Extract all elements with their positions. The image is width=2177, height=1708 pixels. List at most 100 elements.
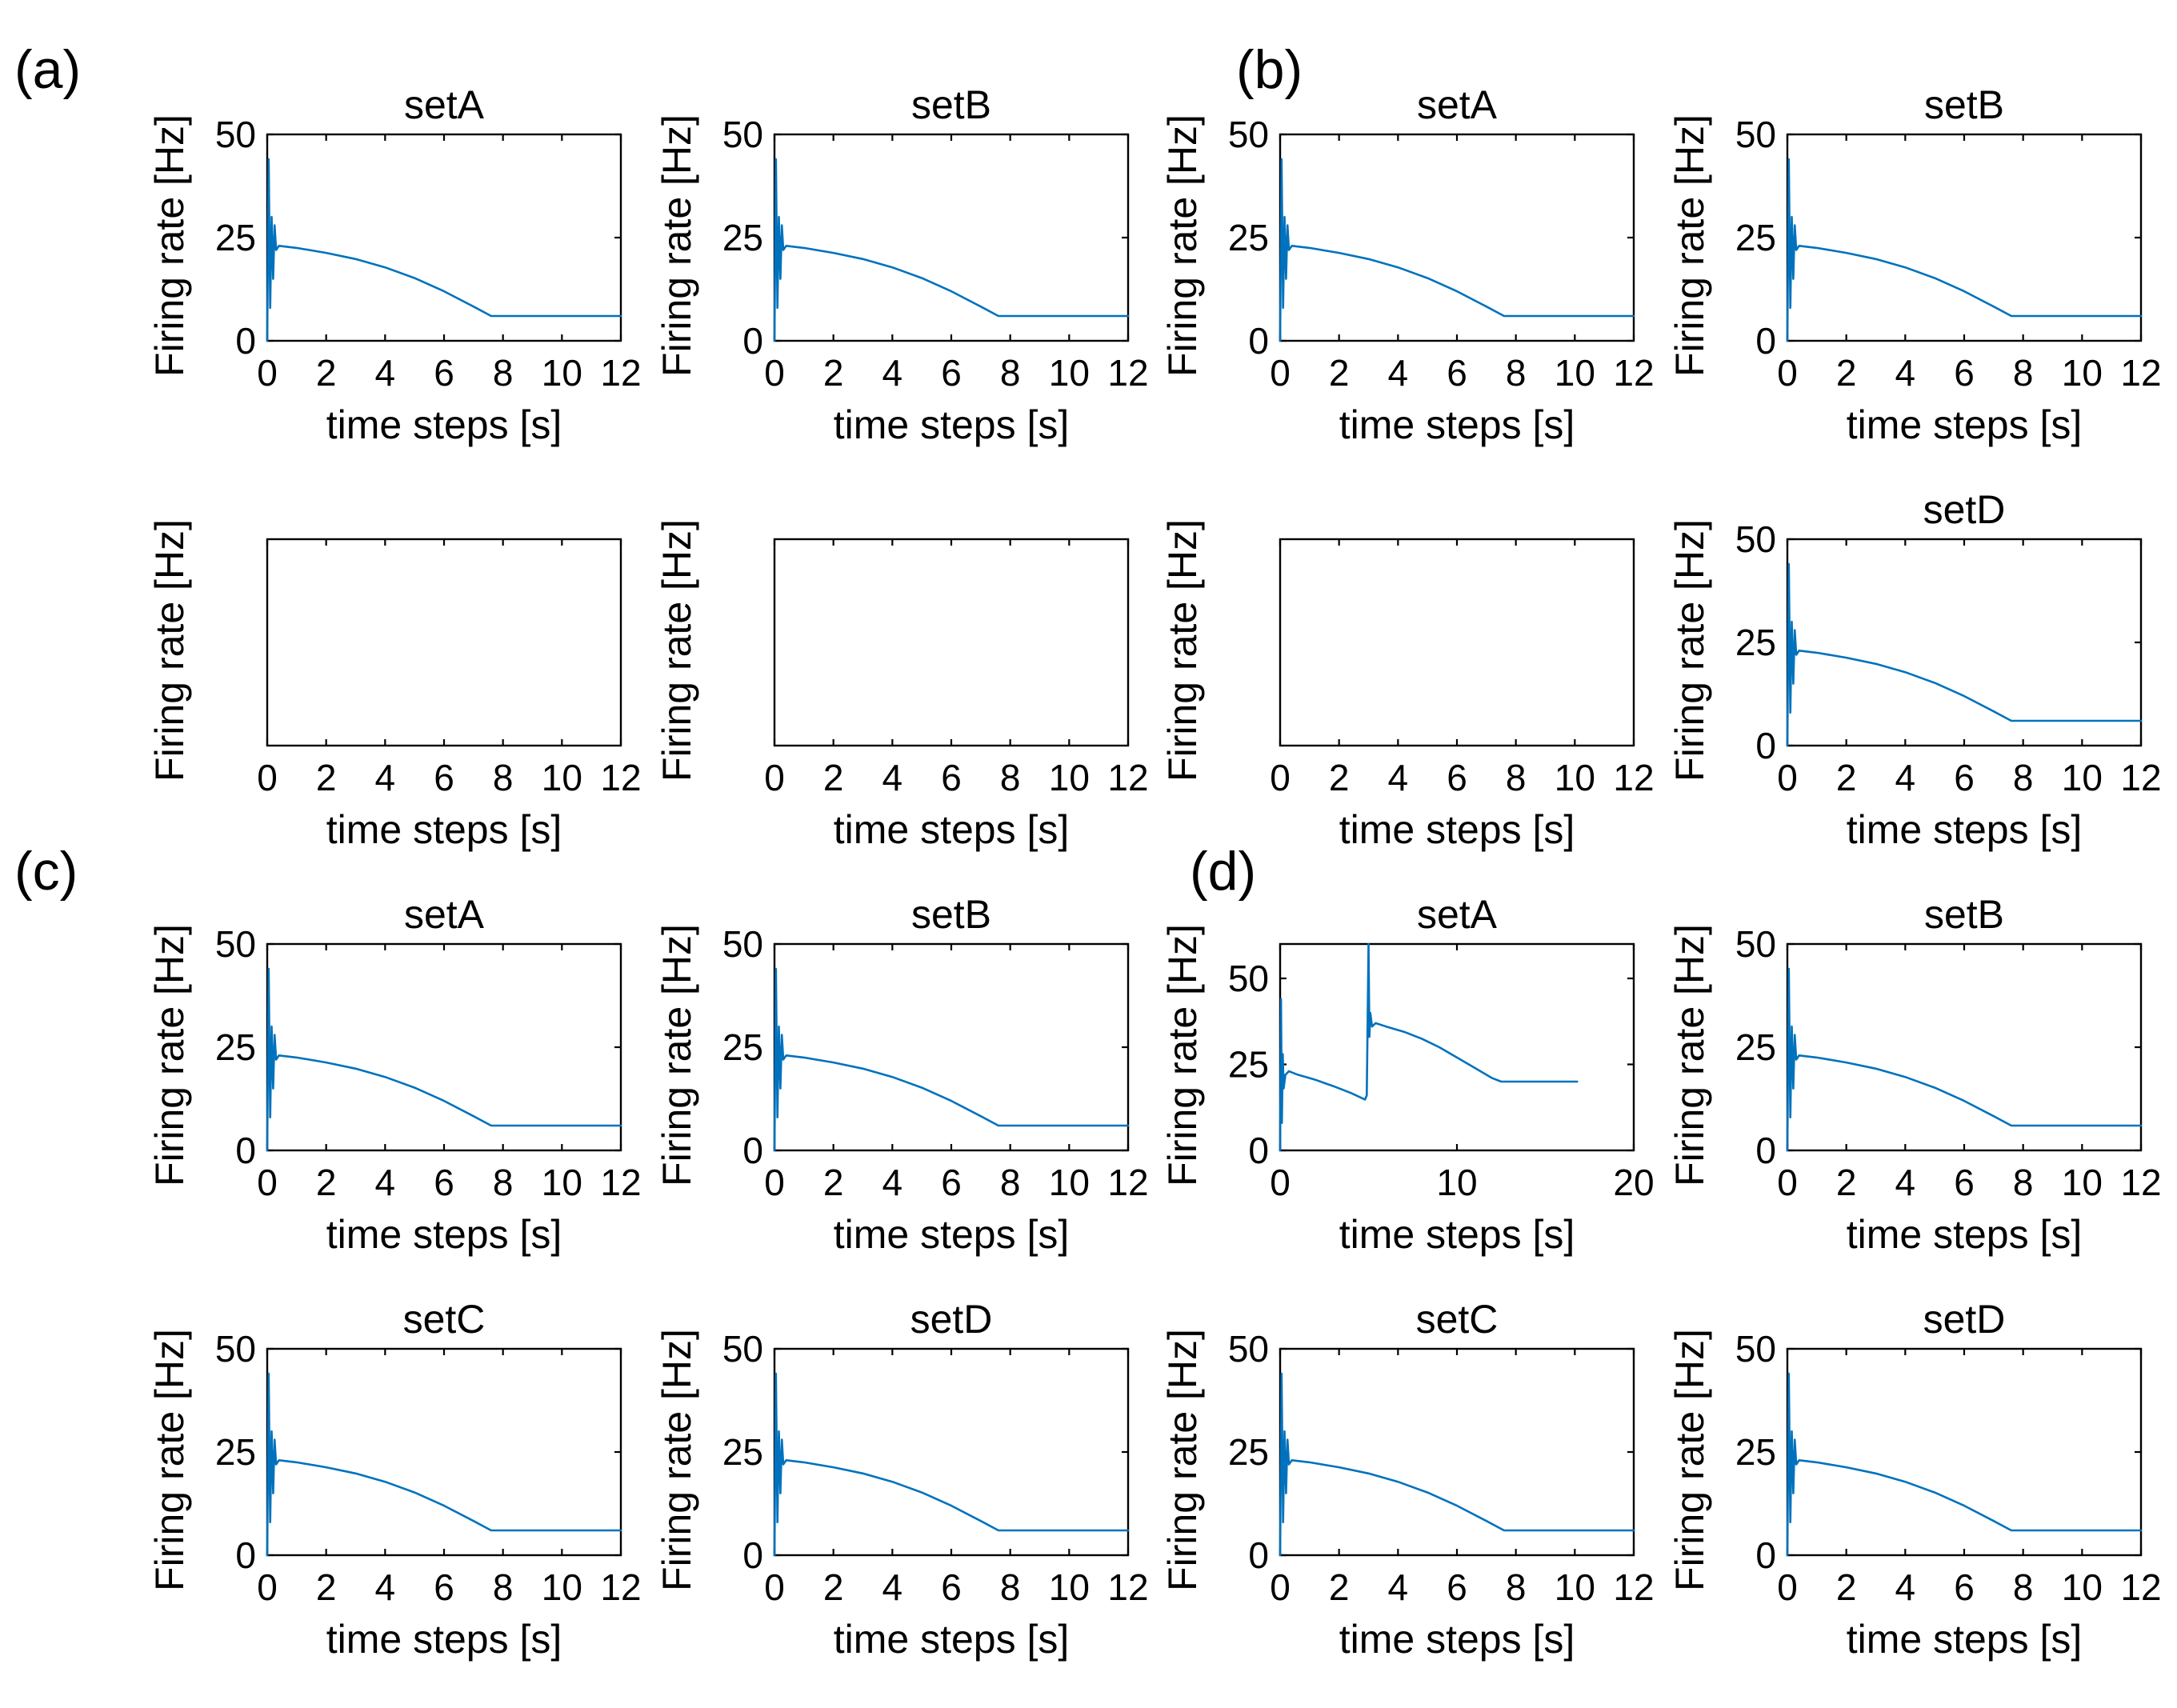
axes-frame	[1786, 538, 2143, 747]
x-tick-label: 10	[1049, 1566, 1090, 1608]
x-tick-label: 8	[2013, 1566, 2034, 1608]
y-tick-label: 0	[1248, 1130, 1269, 1171]
x-tick-label: 2	[1836, 757, 1857, 798]
x-tick-label: 8	[1000, 1566, 1021, 1608]
series-line	[1786, 967, 2143, 1152]
x-tick-label: 4	[375, 757, 396, 798]
x-tick-label: 8	[1506, 1566, 1527, 1608]
y-tick-label: 0	[1755, 1534, 1776, 1576]
subplot-title: setA	[1417, 82, 1498, 127]
x-tick-label: 8	[493, 1566, 514, 1608]
axes-frame	[773, 1347, 1130, 1557]
x-tick-label: 8	[1506, 352, 1527, 394]
y-axis-label: Firing rate [Hz]	[1667, 519, 1712, 782]
x-axis-label: time steps [s]	[326, 1212, 562, 1257]
x-tick-label: 0	[257, 352, 278, 394]
x-tick-label: 10	[1555, 757, 1595, 798]
x-tick-label: 10	[2062, 352, 2103, 394]
x-tick-label: 0	[1777, 352, 1798, 394]
x-tick-label: 4	[882, 1566, 903, 1608]
y-tick-label: 25	[722, 217, 763, 258]
x-tick-label: 0	[1270, 352, 1291, 394]
x-tick-label: 2	[316, 352, 337, 394]
axes-frame	[1279, 1347, 1635, 1557]
x-axis-label: time steps [s]	[1847, 1617, 2083, 1662]
y-tick-label: 25	[1735, 622, 1776, 663]
x-tick-label: 0	[764, 1566, 785, 1608]
x-axis-label: time steps [s]	[1847, 402, 2083, 447]
axes-frame	[773, 942, 1130, 1152]
x-axis-label: time steps [s]	[834, 1617, 1070, 1662]
x-tick-label: 4	[1388, 757, 1409, 798]
x-tick-label: 0	[257, 1566, 278, 1608]
x-tick-label: 6	[1447, 1566, 1467, 1608]
y-tick-label: 0	[235, 1534, 256, 1576]
x-tick-label: 2	[316, 1162, 337, 1203]
x-tick-label: 4	[375, 1162, 396, 1203]
x-tick-label: 4	[375, 1566, 396, 1608]
subplot-title: setB	[911, 82, 991, 127]
x-tick-label: 12	[1107, 352, 1148, 394]
y-tick-label: 50	[722, 1328, 763, 1370]
subplot-title: setD	[1923, 487, 2006, 532]
x-tick-label: 0	[1270, 757, 1291, 798]
x-tick-label: 12	[2120, 757, 2161, 798]
y-tick-label: 0	[742, 1534, 763, 1576]
y-tick-label: 50	[1228, 1328, 1269, 1370]
y-tick-label: 50	[1228, 958, 1269, 999]
subplot-r1c2: 0 2 4 6 8 10 12 time steps [s] Firing rate [Hz]	[1160, 519, 1655, 852]
x-tick-label: 4	[1388, 352, 1409, 394]
x-axis-label: time steps [s]	[326, 1617, 562, 1662]
subplot-title: setD	[910, 1297, 993, 1342]
axes-frame	[1786, 942, 2143, 1152]
panel-label-d: (d)	[1190, 841, 1256, 902]
y-tick-label: 25	[215, 1026, 256, 1068]
x-tick-label: 2	[823, 352, 844, 394]
y-axis-label: Firing rate [Hz]	[1667, 924, 1712, 1186]
x-tick-label: 8	[1000, 352, 1021, 394]
x-axis-label: time steps [s]	[1339, 807, 1575, 852]
y-tick-label: 0	[1248, 1534, 1269, 1576]
x-tick-label: 2	[1836, 1566, 1857, 1608]
series-line	[1786, 158, 2143, 342]
x-tick-label: 6	[1447, 757, 1467, 798]
x-tick-label: 8	[2013, 757, 2034, 798]
x-axis-label: time steps [s]	[326, 402, 562, 447]
x-tick-label: 10	[2062, 757, 2103, 798]
subplot-title: setA	[404, 82, 485, 127]
y-axis-label: Firing rate [Hz]	[1160, 924, 1205, 1186]
axes-frame	[1279, 942, 1635, 1152]
x-tick-label: 10	[1555, 352, 1595, 394]
x-axis-label: time steps [s]	[1339, 402, 1575, 447]
x-tick-label: 0	[257, 757, 278, 798]
x-tick-label: 6	[1954, 1566, 1975, 1608]
y-tick-label: 25	[1228, 217, 1269, 258]
y-axis-label: Firing rate [Hz]	[1160, 114, 1205, 377]
y-tick-label: 0	[235, 1130, 256, 1171]
series-line	[1279, 1372, 1635, 1557]
x-tick-label: 0	[764, 757, 785, 798]
axes-frame	[1786, 133, 2143, 342]
x-tick-label: 0	[1777, 1566, 1798, 1608]
axes-frame	[1786, 1347, 2143, 1557]
x-tick-label: 2	[1836, 1162, 1857, 1203]
x-tick-label: 6	[1447, 352, 1467, 394]
subplot-r1c1: 0 2 4 6 8 10 12 time steps [s] Firing rate [Hz]	[654, 519, 1149, 852]
y-tick-label: 25	[215, 217, 256, 258]
x-tick-label: 2	[316, 1566, 337, 1608]
series-line	[773, 967, 1130, 1152]
y-axis-label: Firing rate [Hz]	[1667, 1329, 1712, 1591]
y-tick-label: 50	[1735, 923, 1776, 965]
y-tick-label: 25	[215, 1431, 256, 1473]
x-tick-label: 10	[1049, 1162, 1090, 1203]
y-tick-label: 50	[215, 923, 256, 965]
y-tick-label: 0	[742, 1130, 763, 1171]
